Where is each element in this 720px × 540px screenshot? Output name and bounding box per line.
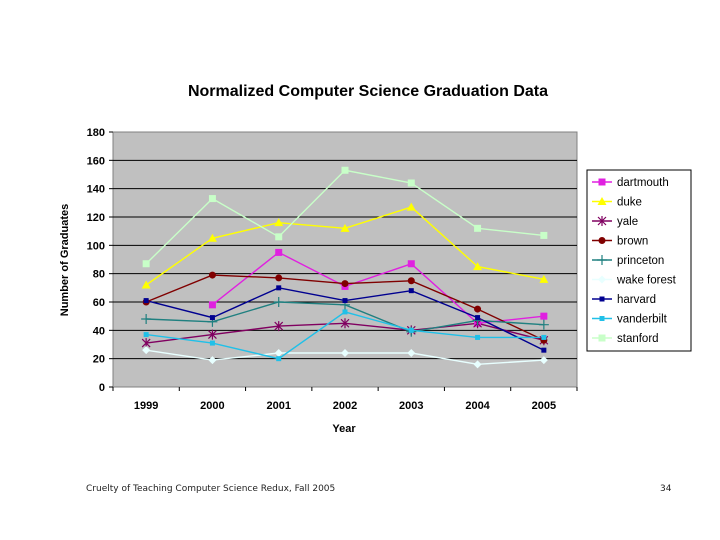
data-point-vanderbilt	[209, 340, 215, 346]
legend-label-vanderbilt: vanderbilt	[617, 314, 668, 326]
data-point-vanderbilt	[541, 334, 547, 340]
data-point-princeton	[141, 314, 152, 324]
legend-label-dartmouth: dartmouth	[617, 177, 669, 189]
data-point-dartmouth	[407, 260, 415, 268]
data-point-harvard	[342, 298, 348, 304]
legend: dartmouth duke yale brown princeton wake fore…	[586, 169, 692, 352]
data-point-wake-forest	[208, 356, 217, 365]
series-line-dartmouth	[211, 251, 544, 325]
data-point-duke	[207, 233, 217, 242]
data-point-wake-forest	[341, 349, 349, 357]
data-point-duke	[473, 262, 483, 271]
y-tick-label: 60	[93, 297, 105, 309]
y-tick-label: 100	[87, 240, 105, 252]
data-point-stanford	[341, 166, 349, 174]
legend-label-yale: yale	[617, 216, 638, 228]
legend-marker-harvard	[599, 296, 605, 302]
data-point-yale	[208, 329, 217, 340]
x-tick-label: 2005	[532, 400, 556, 412]
data-point-harvard	[408, 288, 414, 294]
legend-marker-duke	[597, 197, 607, 205]
data-point-stanford	[474, 224, 482, 232]
x-axis-label: Year	[332, 423, 356, 435]
data-point-duke	[340, 223, 350, 232]
y-axis-label: Number of Graduates	[59, 204, 71, 316]
y-tick-label: 40	[93, 325, 105, 337]
data-point-duke	[539, 274, 549, 283]
data-point-brown	[474, 305, 482, 313]
legend-marker-wake-forest	[598, 275, 606, 284]
y-tick-label: 160	[87, 155, 105, 167]
data-point-brown	[407, 277, 415, 285]
series-markers	[141, 166, 549, 369]
y-tick-label: 80	[93, 269, 105, 281]
data-point-harvard	[475, 315, 481, 321]
plot-area	[112, 131, 578, 388]
x-tick-label: 2001	[266, 400, 290, 412]
data-point-vanderbilt	[475, 334, 481, 340]
legend-marker-vanderbilt	[599, 316, 605, 321]
legend-marker-dartmouth	[598, 178, 606, 186]
y-tick-label: 0	[99, 382, 105, 394]
y-tick-label: 140	[87, 184, 105, 196]
data-point-stanford	[208, 195, 216, 203]
data-point-wake-forest	[473, 360, 482, 369]
data-point-harvard	[276, 285, 282, 291]
page-number: 34	[660, 484, 672, 494]
chart-title: Normalized Computer Science Graduation D…	[188, 83, 548, 100]
data-point-brown	[275, 274, 283, 282]
x-tick-label: 1999	[134, 400, 158, 412]
legend-label-duke: duke	[617, 197, 642, 209]
data-point-dartmouth	[208, 301, 216, 309]
legend-marker-stanford	[598, 334, 606, 342]
y-tick-label: 120	[87, 212, 105, 224]
x-tick-label: 2002	[333, 400, 357, 412]
legend-label-stanford: stanford	[617, 333, 659, 345]
y-tick-label: 20	[93, 354, 105, 366]
data-point-wake-forest	[142, 346, 151, 355]
data-point-stanford	[275, 233, 283, 241]
data-point-vanderbilt	[342, 309, 348, 315]
legend-marker-brown	[598, 237, 606, 244]
y-tick-label: 180	[87, 127, 105, 139]
data-point-duke	[406, 202, 416, 211]
data-point-vanderbilt	[408, 327, 414, 333]
data-point-stanford	[142, 260, 150, 268]
data-point-stanford	[540, 231, 548, 239]
data-point-brown	[208, 271, 216, 279]
x-tick-labels: 1999 2000 2001 2002 2003 2004 2005	[134, 400, 556, 412]
data-point-harvard	[209, 315, 215, 321]
x-tick-label: 2004	[465, 400, 490, 412]
legend-label-harvard: harvard	[617, 294, 656, 306]
data-point-princeton	[273, 297, 284, 307]
data-point-yale	[340, 318, 350, 329]
data-point-vanderbilt	[276, 356, 282, 362]
data-point-wake-forest	[539, 356, 548, 365]
data-point-yale	[274, 321, 284, 332]
data-point-princeton	[538, 319, 549, 330]
legend-label-brown: brown	[617, 236, 648, 248]
data-point-harvard	[143, 298, 149, 304]
data-point-wake-forest	[274, 349, 283, 357]
legend-label-wake-forest: wake forest	[616, 275, 677, 287]
y-tick-labels: 0 20 40 60 80 100 120 140 160 180	[87, 127, 105, 394]
data-point-harvard	[541, 347, 547, 353]
data-point-dartmouth	[540, 312, 548, 320]
data-point-duke	[274, 218, 284, 227]
slide-footer: Cruelty of Teaching Computer Science Red…	[86, 484, 336, 494]
data-point-dartmouth	[275, 248, 283, 256]
data-point-brown	[341, 280, 349, 288]
x-tick-label: 2003	[399, 400, 423, 412]
legend-label-princeton: princeton	[617, 255, 664, 267]
data-point-duke	[141, 280, 151, 289]
x-tick-label: 2000	[200, 400, 224, 412]
legend-marker-princeton	[597, 255, 607, 265]
data-point-vanderbilt	[143, 332, 149, 338]
data-point-wake-forest	[407, 349, 416, 357]
legend-marker-yale	[597, 216, 607, 226]
data-point-stanford	[407, 179, 415, 187]
